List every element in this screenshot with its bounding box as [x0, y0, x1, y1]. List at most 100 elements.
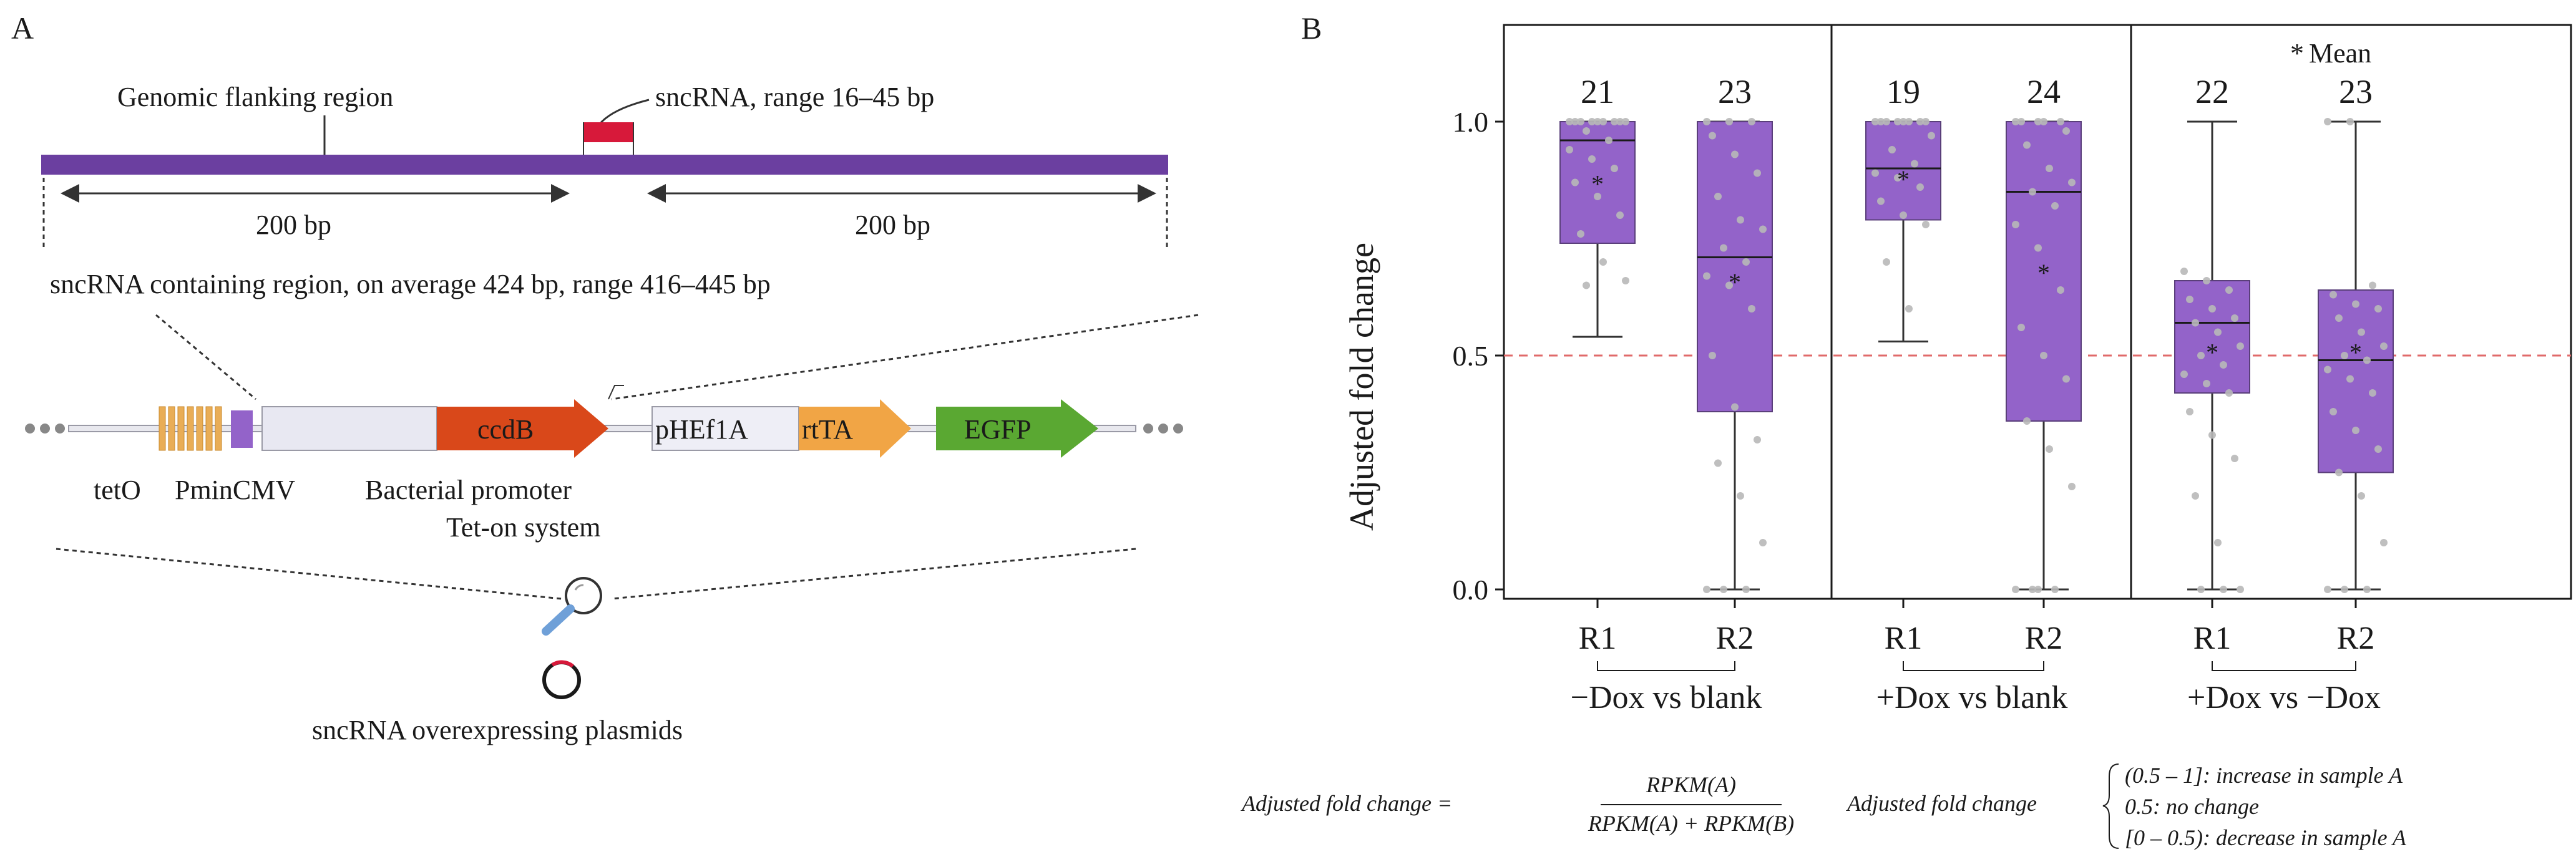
data-point — [2197, 352, 2205, 359]
plasmid-icon — [542, 660, 581, 699]
data-point — [1748, 305, 1755, 312]
data-point — [2197, 586, 2205, 593]
data-point — [2220, 586, 2227, 593]
genomic-bar — [41, 155, 1168, 175]
box-mean-marker: * — [2037, 259, 2050, 287]
data-point — [1714, 193, 1722, 200]
group-bracket — [1597, 661, 1735, 671]
bacterial-promoter-label: Bacterial promoter — [365, 475, 572, 505]
bacterial-promoter-block — [261, 406, 437, 451]
data-point — [1611, 118, 1618, 125]
formula-block: Adjusted fold change = RPKM(A) RPKM(A) +… — [1241, 763, 2407, 850]
data-point — [1759, 539, 1767, 546]
funnel-right-dash — [611, 314, 1199, 400]
teton-label: Tet-on system — [446, 512, 600, 543]
data-point — [1894, 174, 1901, 182]
data-point — [2330, 408, 2337, 415]
data-point — [2062, 375, 2070, 383]
legend-mean-marker: * — [2290, 38, 2304, 69]
data-point — [1877, 118, 1885, 125]
data-point — [1916, 118, 1924, 125]
data-point — [2068, 483, 2076, 490]
data-point — [2029, 586, 2036, 593]
left-ellipsis-icon — [25, 424, 65, 434]
box-mean-marker: * — [2206, 339, 2218, 367]
x-tick-label: R1 — [1579, 621, 1617, 656]
sncrna-leader — [598, 99, 650, 125]
data-point — [1883, 118, 1890, 125]
teto-repeats — [159, 406, 222, 451]
formula-case: 0.5: no change — [2125, 794, 2259, 819]
data-point — [2214, 539, 2222, 546]
data-point — [2352, 427, 2359, 434]
data-point — [2237, 342, 2244, 350]
data-point — [2335, 468, 2343, 477]
data-point — [1871, 118, 1879, 125]
right-ellipsis-icon — [1143, 424, 1183, 434]
x-tick-label: R2 — [2337, 621, 2375, 656]
data-point — [1583, 281, 1590, 289]
y-tick-label: 1.0 — [1453, 106, 1489, 138]
data-point — [2180, 371, 2188, 378]
data-point — [2225, 286, 2233, 294]
data-point — [1703, 586, 1710, 593]
data-point — [1720, 244, 1727, 252]
data-point — [1737, 216, 1744, 224]
data-point — [1599, 118, 1607, 125]
data-point — [1905, 118, 1913, 125]
data-point — [2214, 328, 2222, 336]
y-axis-title: Adjusted fold change — [1343, 243, 1380, 531]
data-point — [1725, 118, 1733, 125]
phef1a-label: pHEf1A — [655, 414, 748, 445]
box-mean-marker: * — [1897, 165, 1910, 193]
data-point — [1888, 146, 1896, 153]
y-tick-label: 0.0 — [1453, 574, 1489, 606]
data-point — [2192, 319, 2199, 327]
data-point — [2186, 296, 2193, 303]
data-point — [2358, 492, 2365, 500]
box-iqr — [1697, 121, 1773, 412]
right-200bp-label: 200 bp — [855, 210, 930, 240]
data-point — [1883, 258, 1890, 266]
data-point — [1900, 118, 1907, 125]
data-point — [1731, 150, 1739, 158]
data-point — [1611, 165, 1618, 172]
data-point — [1577, 230, 1584, 238]
plot-frame — [1503, 24, 2572, 600]
data-point — [1759, 225, 1767, 233]
data-point — [2352, 300, 2359, 308]
data-point — [2335, 314, 2343, 322]
teto-label: tetO — [94, 475, 141, 505]
sncrna-range-label: sncRNA, range 16–45 bp — [655, 82, 934, 112]
data-point — [2231, 455, 2238, 462]
data-point — [1588, 118, 1596, 125]
data-point — [1703, 272, 1710, 280]
data-point — [1703, 118, 1710, 125]
data-point — [2034, 244, 2042, 252]
data-point — [1754, 169, 1761, 177]
data-point — [1588, 155, 1596, 163]
ccdb-arrow — [437, 399, 608, 458]
data-point — [1900, 211, 1907, 219]
data-point — [1605, 137, 1612, 144]
data-point — [2062, 127, 2070, 135]
box-mean-marker: * — [2349, 339, 2362, 367]
data-point — [2012, 586, 2019, 593]
group-label: +Dox vs −Dox — [2187, 680, 2381, 715]
egfp-label: EGFP — [964, 414, 1032, 445]
data-point — [2237, 586, 2244, 593]
data-point — [2051, 202, 2059, 210]
data-point — [1714, 459, 1722, 467]
group-label: +Dox vs blank — [1876, 680, 2068, 715]
data-point — [2034, 118, 2042, 125]
data-point — [1922, 221, 1930, 228]
data-point — [1905, 305, 1913, 312]
y-ticks: 0.0 0.5 1.0 — [1453, 106, 1504, 606]
data-point — [2068, 178, 2076, 186]
box-mean-marker: * — [1729, 268, 1741, 296]
region-label: sncRNA containing region, on average 424… — [50, 269, 771, 299]
data-point — [2324, 366, 2331, 374]
data-point — [2330, 291, 2337, 299]
panel-a: A Genomic flanking region sncRNA, range … — [11, 11, 1199, 745]
